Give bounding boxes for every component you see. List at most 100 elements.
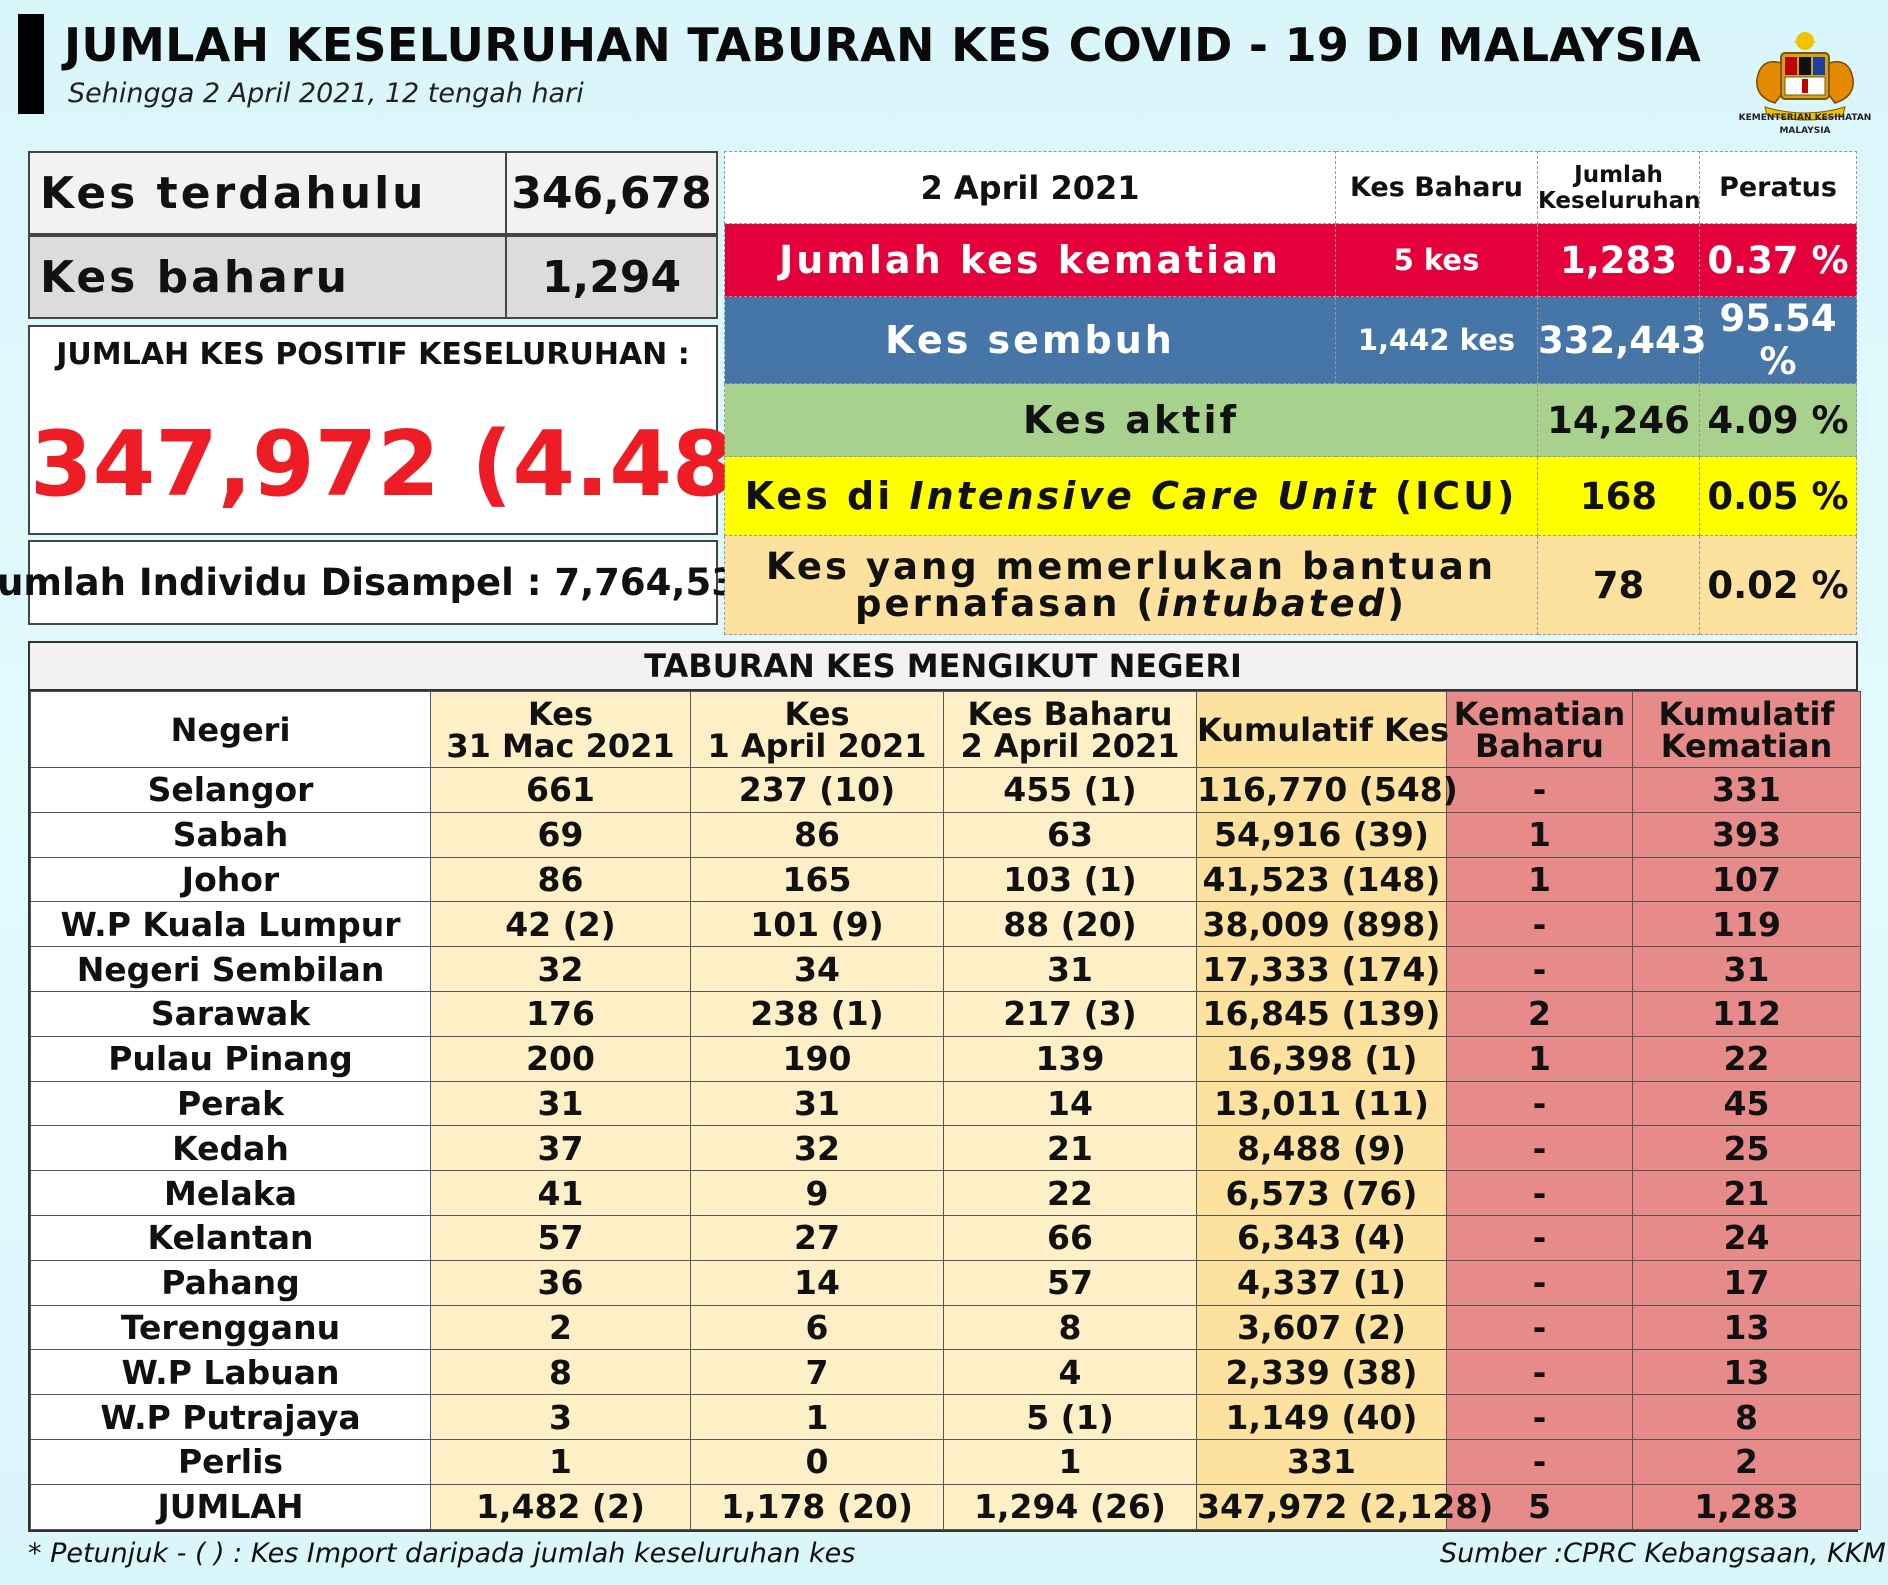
cases-apr2-cell: 31: [943, 946, 1197, 992]
cumulative-deaths-cell: 13: [1632, 1349, 1861, 1396]
cumulative-cases-cell: 347,972 (2,128): [1196, 1483, 1493, 1530]
summary-col-total: Jumlah Keseluruhan: [1537, 151, 1701, 224]
summary-col-new: Kes Baharu: [1335, 151, 1538, 224]
table-row: W.P Labuan 8 7 4 2,339 (38) -13: [30, 1349, 1861, 1396]
state-name-cell: W.P Putrajaya: [30, 1394, 431, 1440]
new-deaths-cell: 1: [1446, 811, 1633, 858]
deaths-row: Jumlah kes kematian 5 kes 1,283 0.37 %: [724, 223, 1857, 297]
cases-mar31-cell: 1: [430, 1438, 691, 1485]
cumulative-cases-cell: 16,398 (1): [1196, 1035, 1447, 1082]
cases-apr1-cell: 0: [690, 1438, 944, 1485]
cases-apr2-cell: 57: [943, 1259, 1197, 1306]
deaths-percent: 0.37 %: [1699, 223, 1857, 297]
icu-label: Kes di Intensive Care Unit (ICU): [724, 456, 1538, 536]
icu-percent: 0.05 %: [1699, 456, 1857, 536]
cases-apr2-cell: 8: [943, 1304, 1197, 1351]
total-positive-box: JUMLAH KES POSITIF KESELURUHAN : 347,972…: [28, 325, 866, 535]
cases-mar31-cell: 661: [430, 767, 691, 813]
cases-apr2-cell: 1,294 (26): [943, 1483, 1197, 1530]
cases-apr1-cell: 101 (9): [690, 901, 944, 948]
cumulative-deaths-cell: 13: [1632, 1304, 1861, 1351]
cumulative-cases-cell: 16,845 (139): [1196, 990, 1447, 1037]
table-row: Pahang 36 14 57 4,337 (1) -17: [30, 1259, 1861, 1306]
col-apr1: Kes 1 April 2021: [690, 691, 944, 768]
new-deaths-cell: -: [1446, 1259, 1633, 1306]
state-name-cell: Perak: [30, 1080, 431, 1127]
cases-apr1-cell: 1: [690, 1394, 944, 1440]
new-deaths-cell: -: [1446, 1304, 1633, 1351]
state-name-cell: Johor: [30, 856, 431, 903]
new-deaths-cell: -: [1446, 767, 1633, 813]
icu-row: Kes di Intensive Care Unit (ICU) 168 0.0…: [724, 456, 1857, 536]
new-deaths-cell: -: [1446, 1349, 1633, 1396]
total-positive-value: 347,972 (4.48%): [30, 412, 866, 517]
cumulative-deaths-cell: 45: [1632, 1080, 1861, 1127]
cumulative-deaths-cell: 22: [1632, 1035, 1861, 1082]
state-name-cell: Terengganu: [30, 1304, 431, 1351]
table-row: Kelantan 57 27 66 6,343 (4) -24: [30, 1214, 1861, 1261]
icu-total: 168: [1537, 456, 1700, 536]
cases-mar31-cell: 32: [430, 946, 691, 992]
table-row: Negeri Sembilan 32 34 31 17,333 (174) -31: [30, 946, 1861, 992]
recovered-new: 1,442 kes: [1335, 296, 1538, 384]
cases-mar31-cell: 3: [430, 1394, 691, 1440]
cases-apr1-cell: 1,178 (20): [690, 1483, 944, 1530]
cumulative-deaths-cell: 393: [1632, 811, 1861, 858]
table-row: Pulau Pinang 200 190 139 16,398 (1) 1 22: [30, 1035, 1861, 1082]
intubated-percent: 0.02 %: [1699, 535, 1857, 635]
state-table-body: Selangor 661 237 (10) 455 (1) 116,770 (548) -…: [30, 767, 1861, 1530]
cumulative-deaths-cell: 107: [1632, 856, 1861, 903]
cumulative-cases-cell: 13,011 (11): [1196, 1080, 1447, 1127]
recovered-percent: 95.54 %: [1699, 296, 1857, 384]
state-name-cell: Kedah: [30, 1125, 431, 1172]
new-deaths-cell: -: [1446, 1438, 1633, 1485]
cases-mar31-cell: 1,482 (2): [430, 1483, 691, 1530]
state-name-cell: Negeri Sembilan: [30, 946, 431, 992]
cases-mar31-cell: 42 (2): [430, 901, 691, 948]
cases-apr2-cell: 5 (1): [943, 1394, 1197, 1440]
new-cases-box: Kes baharu 1,294: [28, 235, 718, 319]
table-row: Sarawak 176 238 (1) 217 (3) 16,845 (139) 2 112: [30, 990, 1861, 1037]
cases-mar31-cell: 36: [430, 1259, 691, 1306]
col-cum-deaths: Kumulatif Kematian: [1632, 691, 1861, 768]
cases-mar31-cell: 176: [430, 990, 691, 1037]
recovered-label: Kes sembuh: [724, 296, 1336, 384]
summary-date: 2 April 2021: [724, 151, 1336, 224]
col-negeri: Negeri: [30, 691, 431, 768]
cumulative-deaths-cell: 8: [1632, 1394, 1861, 1440]
previous-cases-label: Kes terdahulu: [30, 153, 507, 233]
new-deaths-cell: -: [1446, 1214, 1633, 1261]
state-distribution-panel: TABURAN KES MENGIKUT NEGERI Negeri Kes 31…: [28, 641, 1861, 1532]
cases-mar31-cell: 2: [430, 1304, 691, 1351]
state-table-title: TABURAN KES MENGIKUT NEGERI: [30, 643, 1856, 691]
col-mar31: Kes 31 Mac 2021: [430, 691, 691, 768]
ministry-crest-icon: [1756, 31, 1854, 121]
intubated-label: Kes yang memerlukan bantuan pernafasan (…: [724, 535, 1538, 635]
table-row: Sabah 69 86 63 54,916 (39) 1 393: [30, 811, 1861, 858]
total-row: JUMLAH 1,482 (2) 1,178 (20) 1,294 (26) 347,9…: [30, 1483, 1861, 1530]
state-name-cell: JUMLAH: [30, 1483, 431, 1530]
cases-apr2-cell: 1: [943, 1438, 1197, 1485]
new-deaths-cell: 1: [1446, 856, 1633, 903]
cases-apr1-cell: 9: [690, 1170, 944, 1216]
new-deaths-cell: 5: [1446, 1483, 1633, 1530]
active-row: Kes aktif 14,246 4.09 %: [724, 383, 1857, 457]
cases-apr1-cell: 86: [690, 811, 944, 858]
active-total: 14,246: [1537, 383, 1700, 457]
intubated-row: Kes yang memerlukan bantuan pernafasan (…: [724, 535, 1857, 635]
cases-mar31-cell: 200: [430, 1035, 691, 1082]
active-label: Kes aktif: [724, 383, 1538, 457]
page-subtitle: Sehingga 2 April 2021, 12 tengah hari: [68, 78, 584, 109]
summary-col-percent: Peratus: [1699, 151, 1857, 224]
table-row: Selangor 661 237 (10) 455 (1) 116,770 (548) -…: [30, 767, 1861, 813]
state-name-cell: W.P Kuala Lumpur: [30, 901, 431, 948]
active-percent: 4.09 %: [1699, 383, 1857, 457]
previous-cases-box: Kes terdahulu 346,678: [28, 151, 718, 235]
summary-table: 2 April 2021 Kes Baharu Jumlah Keseluruh…: [724, 151, 1857, 635]
cases-apr1-cell: 237 (10): [690, 767, 944, 813]
cases-mar31-cell: 8: [430, 1349, 691, 1396]
cases-mar31-cell: 57: [430, 1214, 691, 1261]
state-name-cell: Selangor: [30, 767, 431, 813]
cases-mar31-cell: 86: [430, 856, 691, 903]
cumulative-cases-cell: 116,770 (548): [1196, 767, 1458, 813]
